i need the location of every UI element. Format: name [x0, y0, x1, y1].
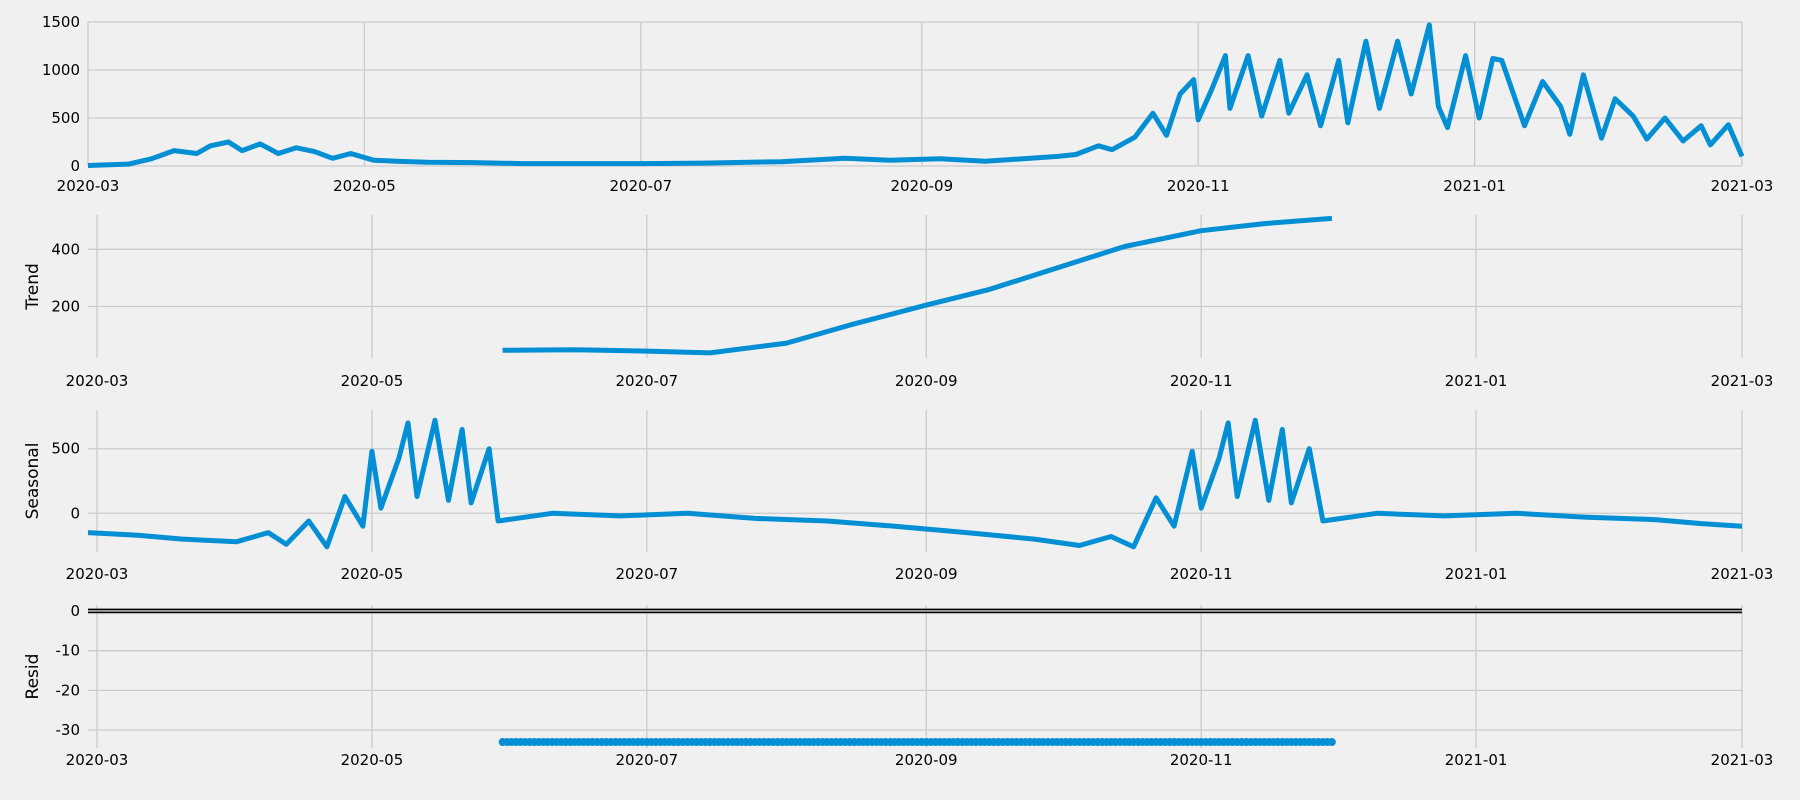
x-tick-label: 2020-07: [616, 751, 679, 769]
x-tick-label: 2020-05: [341, 751, 404, 769]
y-axis-label: Resid: [23, 654, 43, 700]
grid: [88, 605, 1743, 748]
y-axis-label: Trend: [23, 263, 43, 311]
x-tick-label: 2021-03: [1711, 372, 1774, 390]
x-tick-label: 2020-07: [616, 372, 679, 390]
x-tick-label: 2021-01: [1445, 565, 1508, 583]
x-tick-label: 2020-09: [895, 565, 958, 583]
y-tick-label: -30: [56, 721, 81, 739]
x-tick-label: 2020-07: [616, 565, 679, 583]
x-tick-label: 2021-03: [1711, 177, 1774, 195]
y-axis-label: Seasonal: [23, 443, 43, 520]
y-tick-label: -20: [56, 681, 81, 699]
y-tick-label: 400: [51, 240, 80, 258]
y-tick-label: 200: [51, 298, 80, 316]
series-line: [502, 215, 1333, 356]
panel-4: 2020-03 2020-05 2020-07 2020-09 2020-11 2021-…: [23, 602, 1773, 769]
y-tick-label: 1000: [42, 61, 80, 79]
x-tick-label: 2021-03: [1711, 751, 1774, 769]
y-tick-label: 0: [70, 157, 80, 175]
series-line: [87, 417, 1743, 550]
grid: [88, 215, 1743, 358]
x-tick-label: 2020-03: [66, 751, 129, 769]
x-tick-label: 2020-11: [1167, 177, 1230, 195]
y-tick-label: 0: [70, 504, 80, 522]
x-tick-label: 2020-05: [341, 372, 404, 390]
y-tick-label: 500: [51, 109, 80, 127]
x-tick-label: 2020-09: [895, 372, 958, 390]
x-tick-label: 2020-03: [66, 565, 129, 583]
x-tick-label: 2020-05: [341, 565, 404, 583]
y-tick-label: -10: [56, 642, 81, 660]
x-tick-label: 2021-01: [1445, 372, 1508, 390]
panel-2: 2020-03 2020-05 2020-07 2020-09 2020-11 2021-…: [23, 215, 1773, 390]
x-tick-label: 2020-03: [57, 177, 120, 195]
x-tick-label: 2020-09: [895, 751, 958, 769]
x-tick-label: 2021-03: [1711, 565, 1774, 583]
x-tick-label: 2020-09: [890, 177, 953, 195]
resid-points: [498, 738, 1336, 747]
grid: [88, 410, 1743, 552]
x-tick-label: 2020-11: [1170, 565, 1233, 583]
x-tick-label: 2021-01: [1443, 177, 1506, 195]
y-tick-label: 1500: [42, 13, 80, 31]
x-tick-label: 2020-03: [66, 372, 129, 390]
x-tick-label: 2021-01: [1445, 751, 1508, 769]
x-tick-label: 2020-11: [1170, 751, 1233, 769]
x-tick-label: 2020-07: [610, 177, 673, 195]
x-tick-label: 2020-11: [1170, 372, 1233, 390]
y-tick-label: 500: [51, 440, 80, 458]
y-tick-label: 0: [70, 602, 80, 620]
panel-1: 2020-03 2020-05 2020-07 2020-09 2020-11 2021-…: [42, 13, 1774, 195]
series-line: [87, 22, 1745, 168]
x-tick-label: 2020-05: [333, 177, 396, 195]
panel-3: 2020-03 2020-05 2020-07 2020-09 2020-11 2021-…: [23, 410, 1773, 583]
grid: [87, 21, 1743, 167]
resid-point: [1327, 738, 1336, 747]
